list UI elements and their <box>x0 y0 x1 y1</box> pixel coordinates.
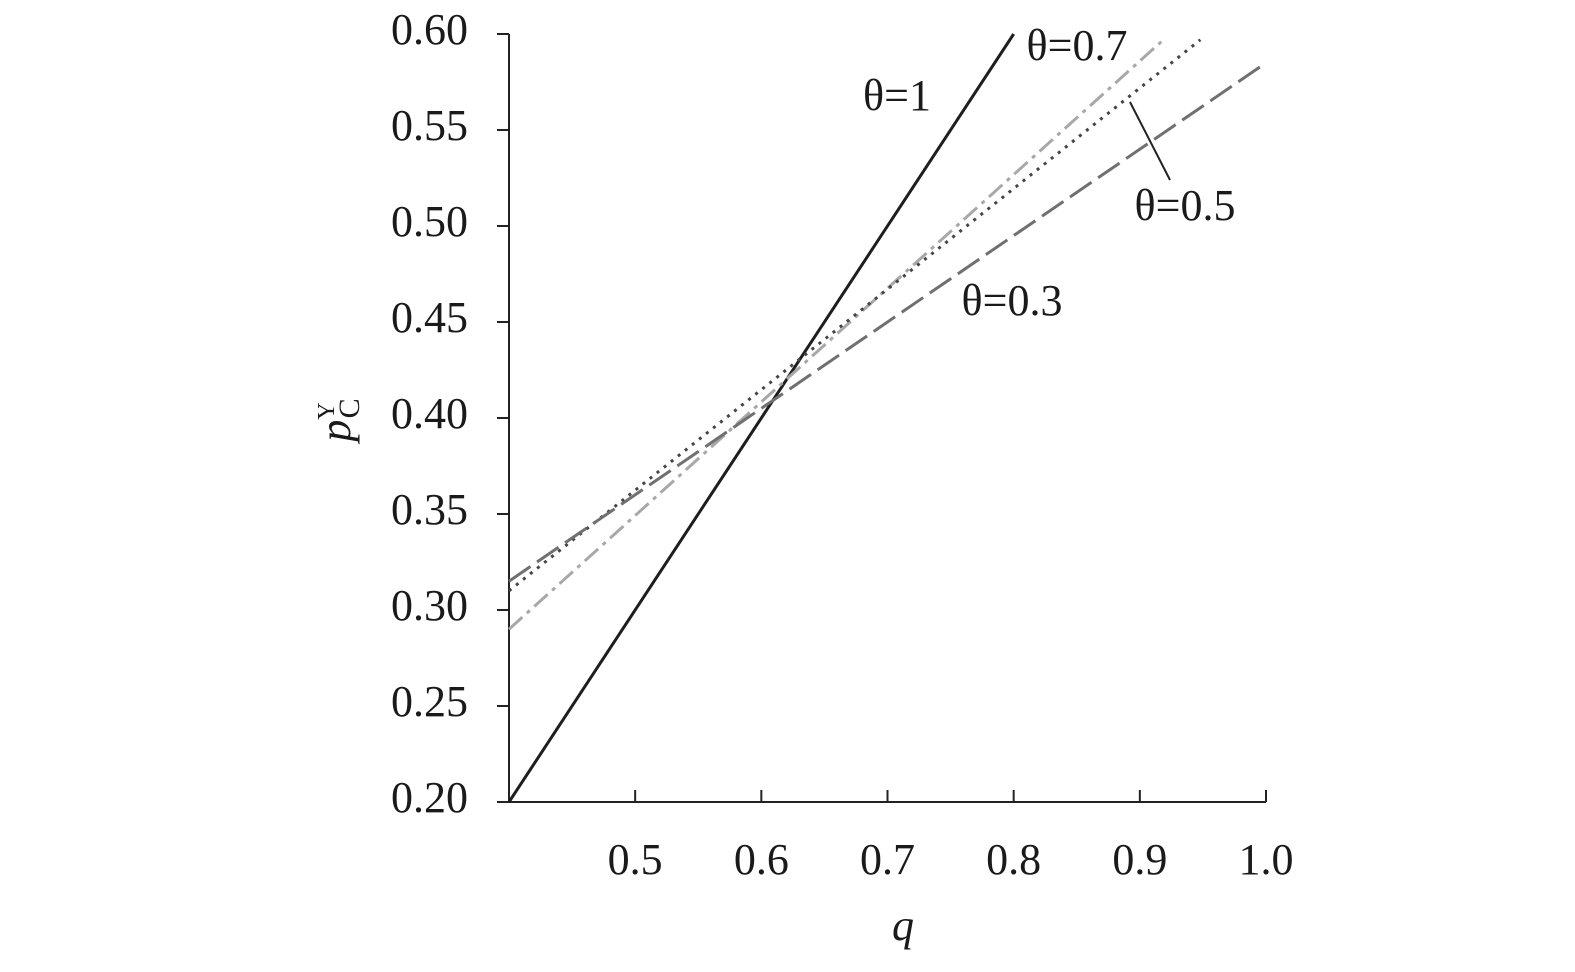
series-line <box>507 40 1163 631</box>
series-label: θ=1 <box>863 71 931 120</box>
y-label-sup: Y <box>314 402 340 419</box>
leader-line <box>1129 101 1171 181</box>
y-tick-label: 0.35 <box>391 485 468 534</box>
series-label: θ=0.7 <box>1027 21 1128 70</box>
x-tick-label: 0.9 <box>1112 835 1167 884</box>
y-label-sub: C <box>333 398 366 418</box>
y-tick-label: 0.45 <box>391 293 468 342</box>
y-tick-label: 0.55 <box>391 101 468 150</box>
y-tick-label: 0.25 <box>391 677 468 726</box>
y-tick-label: 0.50 <box>391 197 468 246</box>
series-line <box>508 38 1202 592</box>
x-tick-label: 0.8 <box>986 835 1041 884</box>
series-label: θ=0.5 <box>1135 181 1236 230</box>
y-label-base: p <box>311 420 360 445</box>
x-tick-label: 0.7 <box>860 835 915 884</box>
x-tick-label: 0.6 <box>734 835 789 884</box>
y-tick-label: 0.60 <box>391 5 468 54</box>
series-line <box>507 33 1015 803</box>
x-tick-label: 1.0 <box>1239 835 1294 884</box>
series-line <box>508 61 1267 583</box>
y-tick-label: 0.40 <box>391 389 468 438</box>
y-tick-label: 0.30 <box>391 581 468 630</box>
y-axis-label: pYC <box>311 398 366 444</box>
series-label: θ=0.3 <box>962 276 1063 325</box>
x-tick-label: 0.5 <box>608 835 663 884</box>
x-axis-label: q <box>892 901 914 950</box>
y-tick-label: 0.20 <box>391 773 468 822</box>
